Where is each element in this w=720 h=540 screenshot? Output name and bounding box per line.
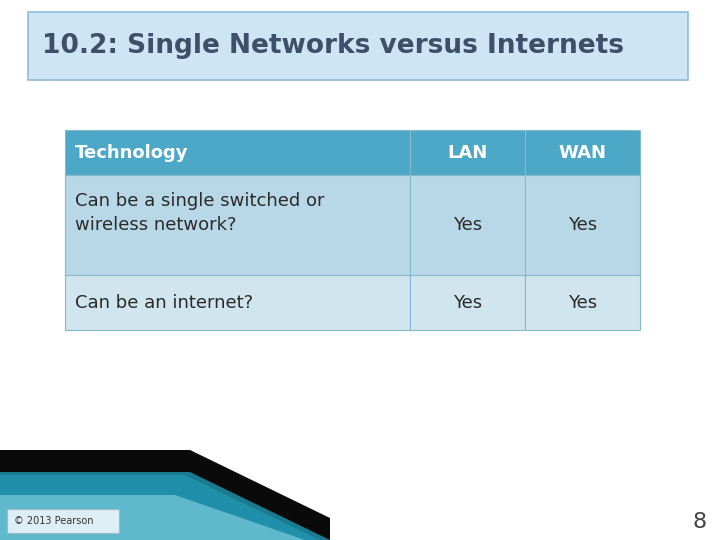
FancyBboxPatch shape: [65, 130, 410, 175]
Polygon shape: [0, 475, 320, 540]
FancyBboxPatch shape: [28, 12, 688, 80]
Text: 8: 8: [693, 512, 707, 532]
FancyBboxPatch shape: [525, 275, 640, 330]
FancyBboxPatch shape: [410, 175, 525, 275]
FancyBboxPatch shape: [410, 130, 525, 175]
FancyBboxPatch shape: [525, 175, 640, 275]
Text: LAN: LAN: [447, 144, 487, 161]
FancyBboxPatch shape: [410, 275, 525, 330]
FancyBboxPatch shape: [65, 175, 410, 275]
Text: Yes: Yes: [453, 216, 482, 234]
FancyBboxPatch shape: [7, 509, 119, 533]
Text: © 2013 Pearson: © 2013 Pearson: [14, 516, 94, 526]
FancyBboxPatch shape: [525, 130, 640, 175]
Text: Yes: Yes: [568, 216, 597, 234]
Text: Can be a single switched or
wireless network?: Can be a single switched or wireless net…: [75, 192, 325, 234]
Text: WAN: WAN: [559, 144, 606, 161]
Polygon shape: [0, 495, 305, 540]
Text: Yes: Yes: [453, 294, 482, 312]
Polygon shape: [0, 450, 330, 540]
FancyBboxPatch shape: [65, 275, 410, 330]
Text: Yes: Yes: [568, 294, 597, 312]
Text: Can be an internet?: Can be an internet?: [75, 294, 253, 312]
Polygon shape: [0, 450, 330, 540]
Text: Technology: Technology: [75, 144, 189, 161]
Text: 10.2: Single Networks versus Internets: 10.2: Single Networks versus Internets: [42, 33, 624, 59]
